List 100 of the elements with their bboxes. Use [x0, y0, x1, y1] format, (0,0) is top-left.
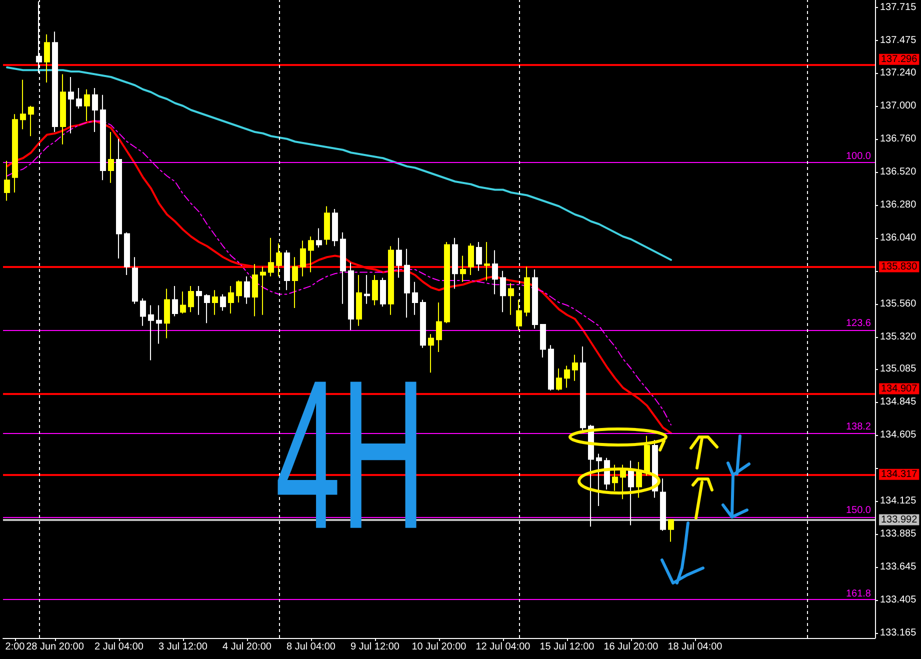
candlestick: [140, 298, 146, 326]
candlestick: [108, 132, 114, 184]
candlestick: [300, 240, 306, 277]
x-tick-label: 15 Jul 12:00: [540, 642, 595, 652]
candlestick: [444, 242, 450, 324]
candlestick: [564, 365, 570, 388]
annotation: 150.0: [846, 505, 872, 516]
candlestick: [156, 304, 162, 344]
candlestick: [100, 94, 106, 181]
candlestick: [244, 276, 250, 304]
candlestick: [340, 232, 346, 304]
candlestick: [612, 464, 618, 492]
candlestick: [20, 79, 26, 130]
x-tick-label: 3 Jul 12:00: [158, 642, 208, 652]
candlestick: [428, 334, 434, 374]
x-tick-label: 16 Jul 20:00: [604, 642, 659, 652]
candlestick: [68, 76, 74, 134]
candlestick: [380, 277, 386, 308]
candlestick: [460, 255, 466, 282]
candlestick: [524, 266, 530, 317]
x-tick-label: 28 Jun 20:00: [26, 642, 84, 652]
candlestick: [116, 138, 122, 259]
y-tick-label: 136.520: [880, 166, 917, 178]
candlestick: [468, 242, 474, 276]
candlestick: [52, 31, 58, 132]
candlestick: [84, 88, 90, 122]
candlestick: [180, 291, 186, 314]
candlestick: [348, 262, 354, 330]
y-tick-label: 137.240: [880, 67, 917, 78]
y-tick-label: 135.560: [880, 298, 917, 310]
candlestick: [412, 281, 418, 316]
y-tick-label: 133.165: [880, 628, 917, 639]
annotation: 123.6: [846, 318, 872, 330]
candlestick: [324, 206, 330, 246]
candlestick: [500, 270, 506, 313]
x-tick-label: 2 Jul 04:00: [94, 642, 144, 652]
annotation: 100.0: [846, 150, 872, 162]
candlestick: [420, 299, 426, 348]
candlestick: [396, 237, 402, 278]
y-tick-label: 134.125: [880, 496, 917, 507]
candlestick: [172, 286, 178, 317]
candlestick: [476, 242, 482, 272]
y-tick-label: 137.475: [880, 35, 917, 46]
candlestick: [292, 256, 298, 308]
candlestick: [196, 286, 202, 316]
y-tick-label: 136.280: [880, 199, 917, 210]
line-series: [6, 66, 672, 261]
candlestick: [308, 236, 314, 273]
candlestick: [596, 453, 602, 506]
y-tick-label: 133.405: [880, 594, 917, 606]
candlestick: [4, 160, 10, 202]
x-tick-label: 18 Jul 04:00: [668, 642, 723, 652]
candlestick: [364, 274, 370, 304]
candlestick: [580, 346, 586, 431]
candlestick: [60, 74, 66, 145]
candlestick: [356, 274, 362, 326]
candlestick: [76, 88, 82, 110]
candlestick: [228, 286, 234, 314]
candlestick: [636, 462, 642, 498]
candlestick: [332, 208, 338, 247]
candlestick: [164, 288, 170, 339]
x-tick-label: 9 Jul 12:00: [350, 642, 400, 652]
candlestick: [556, 368, 562, 391]
x-tick-label: 4 Jul 20:00: [222, 642, 272, 652]
candlestick: [660, 478, 666, 532]
candlestick: [540, 324, 546, 358]
candlestick: [220, 294, 226, 312]
x-tick-label: 12 Jul 04:00: [476, 642, 531, 652]
x-tick-label: 10 Jul 20:00: [412, 642, 467, 652]
candlestick: [148, 304, 154, 361]
annotation: 161.8: [846, 588, 872, 600]
candlestick: [404, 248, 410, 318]
y-tick-label: 135.085: [880, 364, 917, 375]
candlestick: [212, 290, 218, 316]
y-tick-label: 134.845: [880, 396, 917, 408]
y-tick-label: 133.645: [880, 562, 917, 573]
candlestick: [268, 237, 274, 277]
candlestick: [92, 88, 98, 132]
candlestick: [668, 519, 674, 542]
candlestick: [484, 242, 490, 281]
candlestick: [644, 435, 650, 476]
y-tick-label: 137.000: [880, 100, 917, 112]
y-tick-label: 135.320: [880, 331, 917, 342]
x-tick-label: 8 Jul 04:00: [286, 642, 336, 652]
y-tick-label: 136.040: [880, 232, 917, 244]
candlestick: [508, 282, 514, 316]
x-tick-label: 2:00: [5, 642, 26, 652]
annotation: 138.2: [846, 421, 872, 432]
candlestick: [548, 344, 554, 391]
ref-line-label: 134.317: [881, 468, 918, 480]
candlestick: [44, 34, 50, 83]
candlestick: [132, 256, 138, 304]
y-tick-label: 133.885: [880, 528, 917, 540]
candlestick: [436, 302, 442, 352]
candlestick: [260, 266, 266, 316]
candlestick: [452, 237, 458, 290]
ref-line-label: 135.830: [881, 261, 918, 272]
candlestick: [628, 460, 634, 526]
candlestick: [388, 246, 394, 316]
candlestick: [372, 274, 378, 306]
